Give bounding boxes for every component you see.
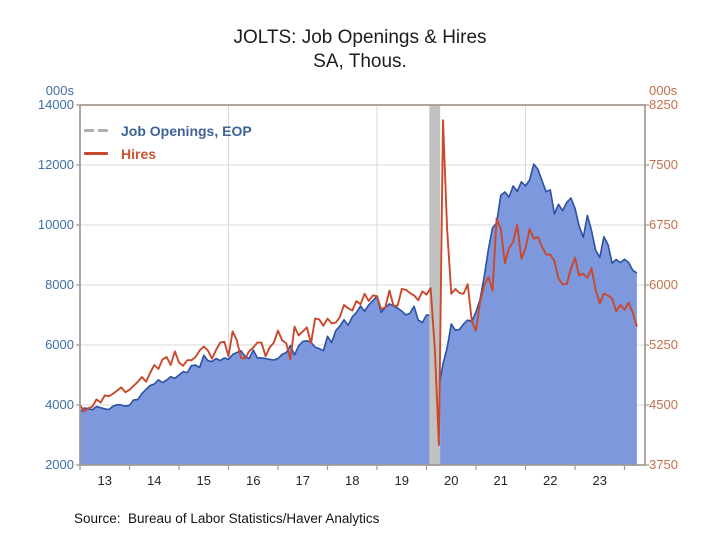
chart-title: JOLTS: Job Openings & Hires <box>233 27 487 48</box>
right-axis-tick-label: 3750 <box>649 457 678 472</box>
right-axis-tick-label: 6000 <box>649 277 678 292</box>
recession-band <box>429 105 441 465</box>
chart-legend: Job Openings, EOP Hires <box>84 119 252 165</box>
legend-label-job-openings: Job Openings, EOP <box>121 122 252 139</box>
left-axis-tick-label: 4000 <box>45 397 74 412</box>
x-axis-year-label: 21 <box>493 473 508 488</box>
right-axis-tick-label: 6750 <box>649 217 678 232</box>
left-axis-tick-label: 8000 <box>45 277 74 292</box>
x-axis-year-label: 17 <box>295 473 310 488</box>
source-note: Source: Bureau of Labor Statistics/Haver… <box>74 511 380 526</box>
hires-line-series <box>79 119 638 446</box>
left-axis-tick-label: 2000 <box>45 457 74 472</box>
legend-item-hires: Hires <box>84 142 252 165</box>
x-axis-year-label: 13 <box>97 473 112 488</box>
job-openings-area-series <box>80 164 637 465</box>
right-axis-tick-label: 7500 <box>649 157 678 172</box>
right-axis-tick-label: 4500 <box>649 397 678 412</box>
x-axis-year-label: 18 <box>345 473 360 488</box>
x-axis-year-label: 16 <box>246 473 261 488</box>
right-axis-tick-label: 5250 <box>649 337 678 352</box>
x-axis-year-label: 15 <box>196 473 211 488</box>
legend-label-hires: Hires <box>121 145 157 162</box>
left-axis-tick-label: 6000 <box>45 337 74 352</box>
chart-title-block: JOLTS: Job Openings & Hires SA, Thous. <box>0 26 720 74</box>
job-openings-line-marker-icon <box>84 129 110 132</box>
chart-subtitle: SA, Thous. <box>313 51 407 72</box>
left-axis-tick-label: 12000 <box>37 157 74 172</box>
legend-item-job-openings: Job Openings, EOP <box>84 119 252 142</box>
x-axis-year-label: 22 <box>543 473 558 488</box>
x-axis-year-label: 14 <box>147 473 162 488</box>
job-openings-edge-line <box>79 163 638 413</box>
right-axis-tick-label: 8250 <box>649 97 678 112</box>
left-axis-tick-label: 14000 <box>37 97 74 112</box>
left-axis-tick-label: 10000 <box>37 217 74 232</box>
x-axis-year-label: 23 <box>592 473 607 488</box>
hires-line-marker-icon <box>84 152 110 155</box>
x-axis-year-label: 19 <box>394 473 409 488</box>
left-axis-header: 000s <box>45 83 74 98</box>
x-axis-year-label: 20 <box>444 473 459 488</box>
right-axis-header: 000s <box>649 83 678 98</box>
